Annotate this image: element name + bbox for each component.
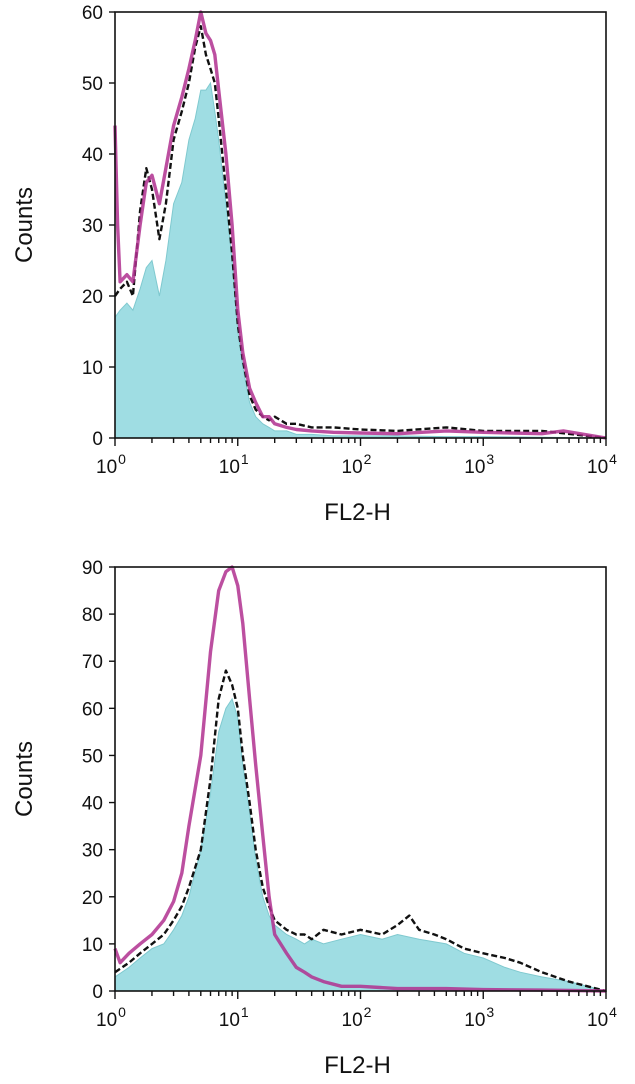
- y-tick-label: 20: [82, 888, 103, 909]
- x-tick-label: 103: [464, 451, 494, 478]
- y-tick-label: 0: [92, 982, 103, 1003]
- y-axis-title: Counts: [11, 187, 38, 263]
- x-tick-label: 101: [219, 451, 249, 478]
- histogram-black-line: [114, 669, 607, 993]
- histogram-black-line: [114, 25, 607, 440]
- x-axis-title: FL2-H: [324, 1052, 391, 1079]
- y-tick-label: 40: [82, 794, 103, 815]
- x-tick-label: 102: [342, 451, 372, 478]
- y-tick-label: 20: [82, 287, 103, 308]
- y-axis-title: Counts: [11, 741, 38, 817]
- x-tick-label: 103: [464, 1004, 494, 1031]
- y-tick-label: 70: [82, 652, 103, 673]
- histogram-magenta-line: [113, 10, 607, 440]
- y-tick-label: 30: [82, 841, 103, 862]
- histogram-filled-area: [114, 81, 607, 439]
- x-tick-label: 104: [587, 1004, 617, 1031]
- top-histogram: 0 10 20 30 40 50 60 100 101 102 103 104 FL2-H Counts: [11, 3, 617, 526]
- x-tick-label: 104: [587, 451, 617, 478]
- y-tick-label: 10: [82, 935, 103, 956]
- histogram-filled-area: [114, 697, 607, 992]
- x-tick-label: 102: [342, 1004, 372, 1031]
- x-tick-label: 100: [96, 1004, 126, 1031]
- y-tick-label: 0: [92, 429, 103, 450]
- x-tick-label: 101: [219, 1004, 249, 1031]
- y-tick-label: 10: [82, 358, 103, 379]
- y-tick-label: 30: [82, 216, 103, 237]
- histogram-magenta-line: [113, 565, 607, 993]
- y-tick-label: 50: [82, 746, 103, 767]
- bottom-histogram: 0 10 20 30 40 50 60 70 80 90 100 101 102 103 104 FL2-H C…: [11, 558, 617, 1079]
- y-tick-label: 90: [82, 558, 103, 579]
- y-tick-label: 50: [82, 74, 103, 95]
- x-tick-label: 100: [96, 451, 126, 478]
- x-axis-title: FL2-H: [324, 499, 391, 526]
- y-tick-label: 60: [82, 699, 103, 720]
- y-tick-label: 80: [82, 605, 103, 626]
- y-tick-label: 60: [82, 3, 103, 24]
- y-tick-label: 40: [82, 145, 103, 166]
